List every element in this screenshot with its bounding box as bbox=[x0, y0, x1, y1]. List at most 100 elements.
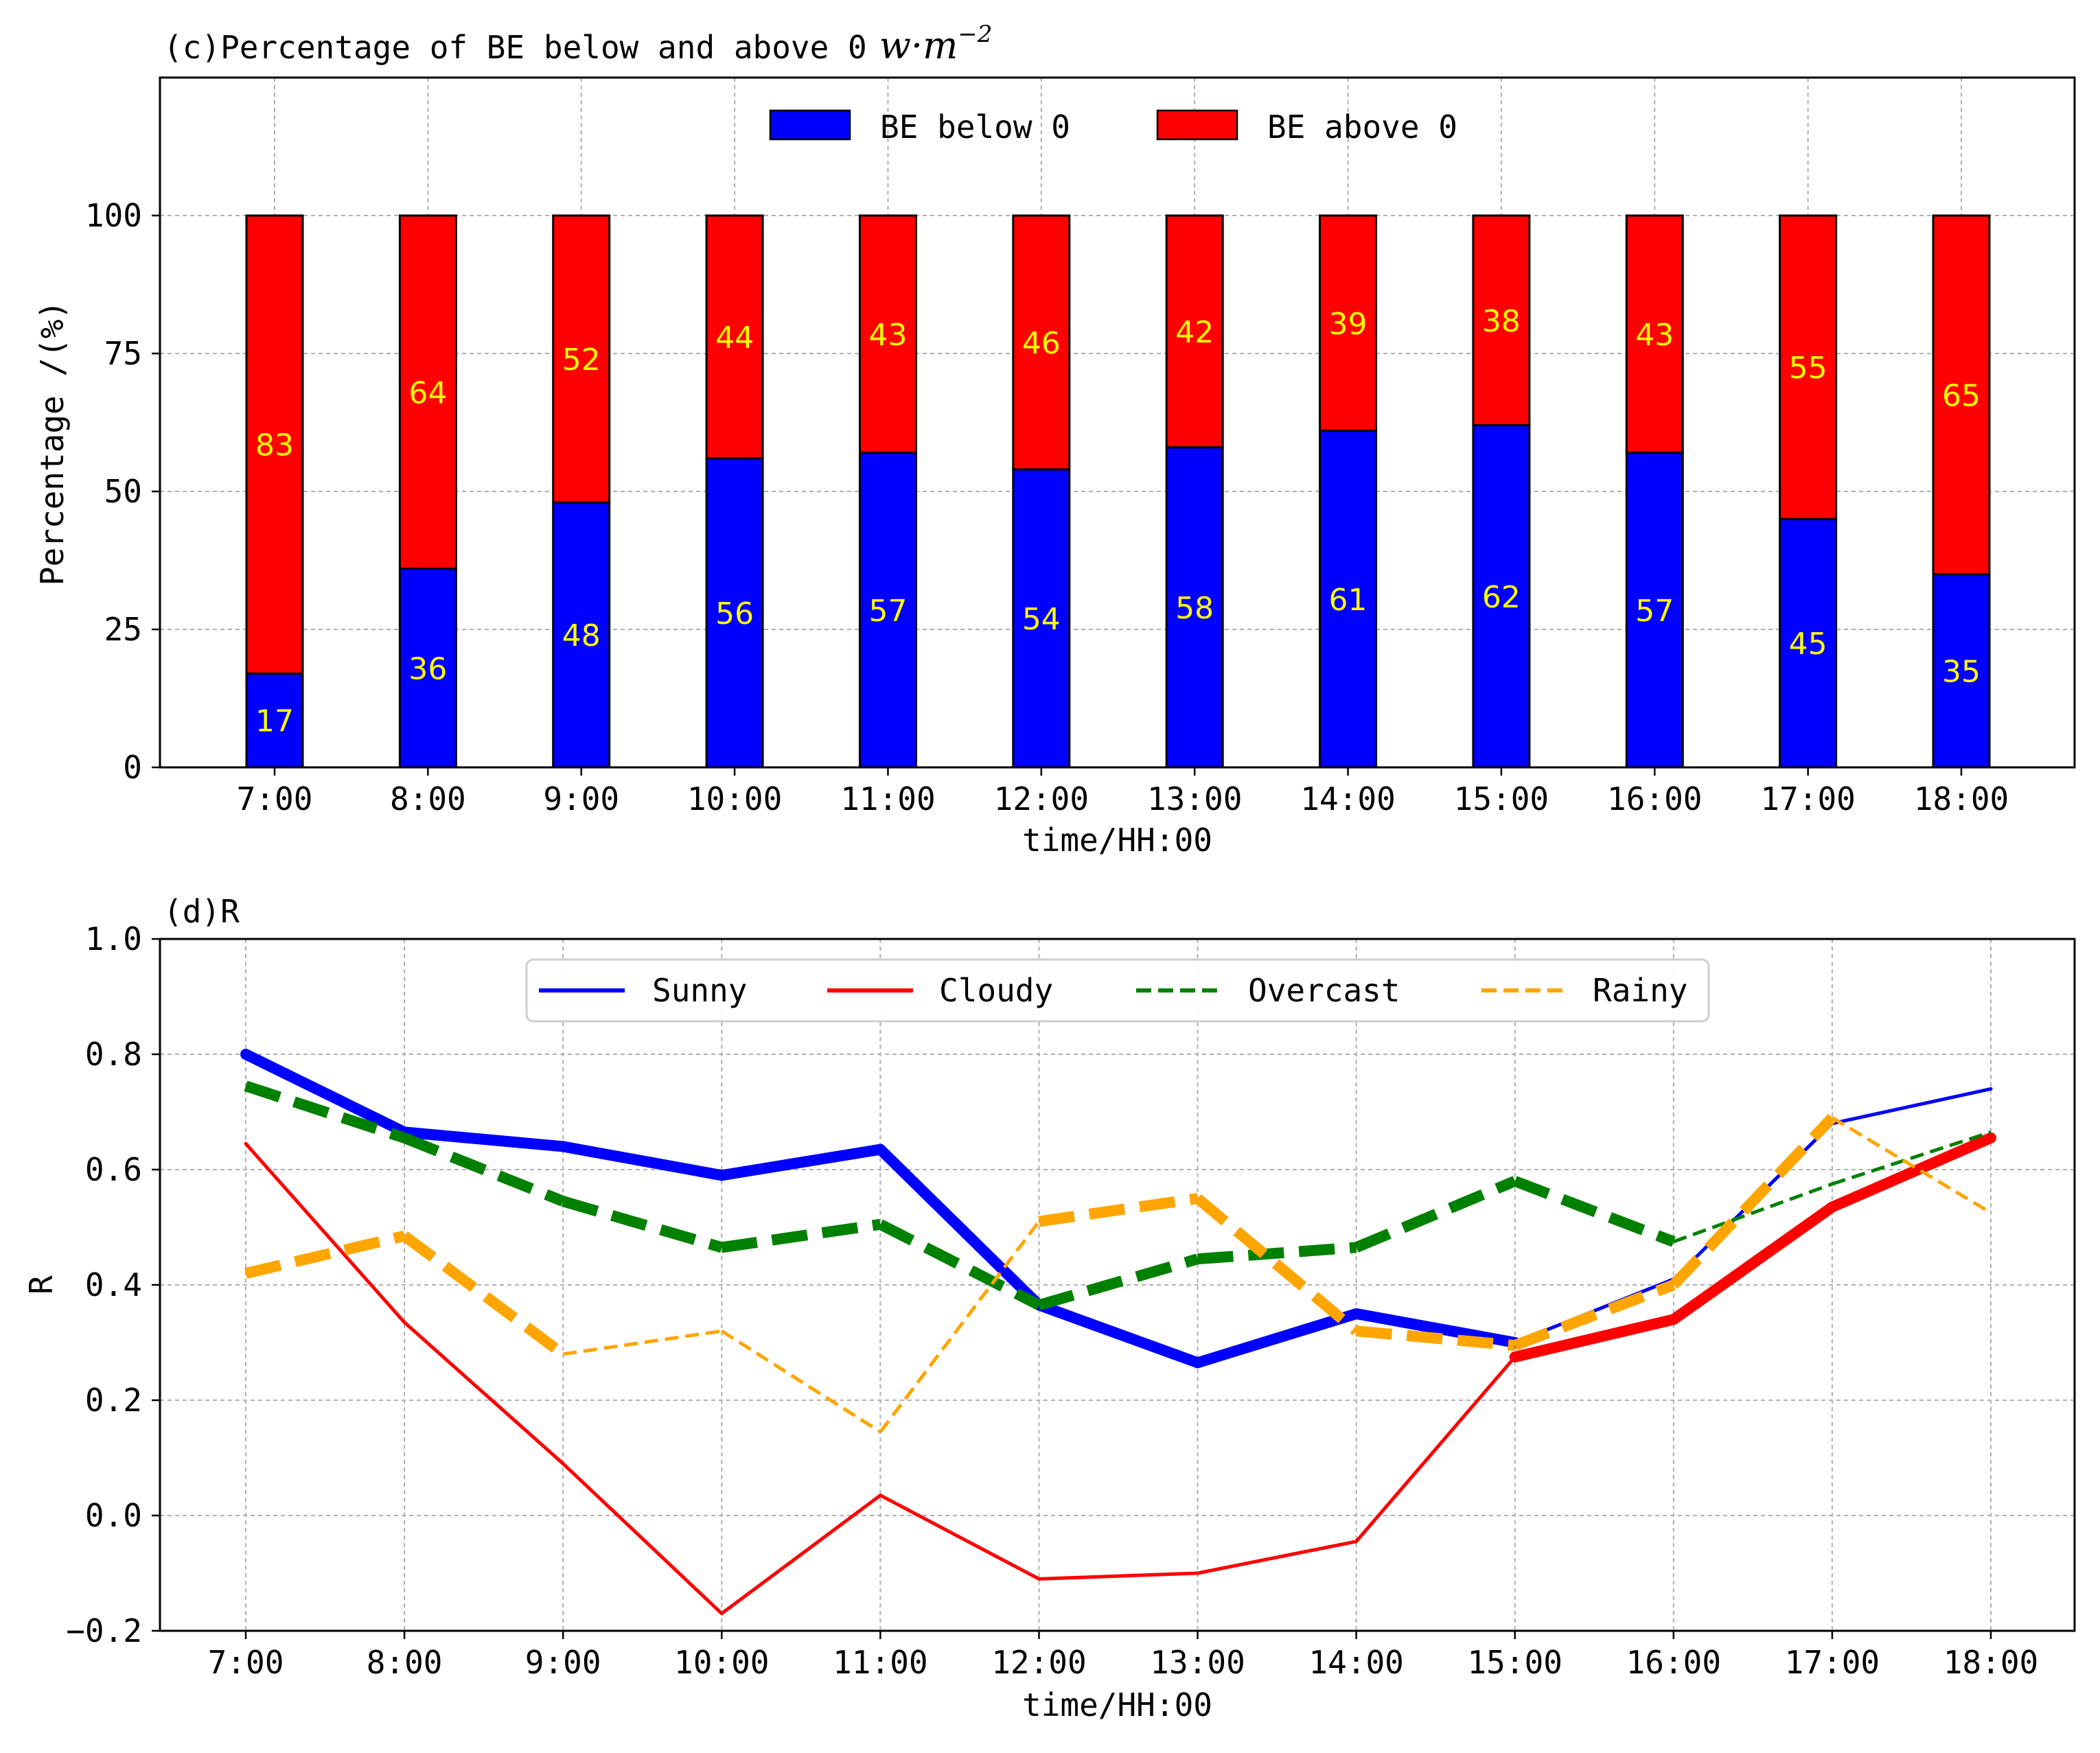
legend-label-overcast: Overcast bbox=[1248, 972, 1400, 1009]
y-tick-label: 50 bbox=[104, 473, 142, 510]
bar-value-label-above: 46 bbox=[1022, 326, 1061, 361]
bar-be-above-0 bbox=[1319, 214, 1378, 432]
line-segment-rainy bbox=[879, 1220, 1041, 1433]
bar-value-label-below: 62 bbox=[1482, 580, 1521, 615]
plot-frame-c bbox=[159, 76, 2076, 769]
bar-be-above-0 bbox=[245, 214, 304, 675]
line-segment-overcast bbox=[877, 1219, 1042, 1310]
bar-be-above-0 bbox=[705, 214, 764, 460]
bar-be-above-0 bbox=[552, 214, 611, 504]
y-axis-label-c: Percentage /(%) bbox=[34, 301, 71, 585]
line-segment-overcast bbox=[1672, 1182, 1833, 1244]
line-segment-sunny bbox=[1830, 1087, 1993, 1126]
line-segment-rainy bbox=[1194, 1194, 1360, 1336]
line-segment-rainy bbox=[562, 1329, 722, 1356]
x-axis-label-d: time/HH:00 bbox=[1022, 1686, 1212, 1723]
line-segment-cloudy bbox=[1668, 1201, 1838, 1325]
bar-be-above-0 bbox=[1932, 214, 1991, 576]
x-tick-label: 16:00 bbox=[1607, 780, 1702, 817]
bar-be-below-0 bbox=[1932, 573, 1991, 769]
x-tick-label: 8:00 bbox=[367, 1644, 443, 1681]
x-tick-label: 13:00 bbox=[1150, 1644, 1245, 1681]
bar-value-label-below: 58 bbox=[1175, 591, 1214, 626]
x-tick-label: 17:00 bbox=[1785, 1644, 1880, 1681]
y-tick-label: 1.0 bbox=[85, 920, 142, 957]
x-tick-label: 9:00 bbox=[525, 1644, 601, 1681]
line-segment-overcast bbox=[1197, 1242, 1357, 1265]
x-tick-label: 11:00 bbox=[840, 780, 935, 817]
bar-be-below-0 bbox=[398, 568, 457, 769]
bar-value-label-above: 39 bbox=[1329, 307, 1368, 342]
line-segment-cloudy bbox=[1354, 1355, 1517, 1544]
line-segment-sunny bbox=[1192, 1308, 1362, 1369]
x-tick-label: 16:00 bbox=[1626, 1644, 1721, 1681]
bar-be-above-0 bbox=[1165, 214, 1224, 449]
y-tick-label: 0.4 bbox=[85, 1266, 142, 1303]
legend-label-cloudy: Cloudy bbox=[939, 972, 1053, 1009]
line-segment-cloudy bbox=[1826, 1132, 1996, 1213]
legend-swatch-be-below-0 bbox=[769, 109, 851, 141]
y-tick-label: 0.8 bbox=[85, 1036, 142, 1073]
line-segment-sunny bbox=[1033, 1299, 1203, 1369]
y-axis-label-d: R bbox=[23, 1275, 60, 1295]
line-segment-sunny bbox=[240, 1049, 411, 1138]
line-segment-overcast bbox=[561, 1196, 724, 1253]
x-tick-label: 12:00 bbox=[994, 780, 1089, 817]
y-tick-label: 0.2 bbox=[85, 1382, 142, 1419]
bar-be-above-0 bbox=[1012, 214, 1071, 471]
bar-value-label-below: 61 bbox=[1329, 583, 1368, 618]
line-segment-cloudy bbox=[402, 1321, 565, 1465]
line-segment-cloudy bbox=[244, 1141, 406, 1325]
line-segment-rainy bbox=[1831, 1116, 1992, 1215]
x-tick-label: 10:00 bbox=[674, 1644, 769, 1681]
plot-frame-d bbox=[159, 938, 2076, 1632]
bar-value-label-below: 56 bbox=[715, 596, 754, 631]
chart-c-title-unit: w·m bbox=[879, 24, 958, 67]
legend-label-be-below-0: BE below 0 bbox=[880, 108, 1070, 146]
line-segment-overcast bbox=[1037, 1253, 1199, 1311]
bar-value-label-above: 55 bbox=[1789, 351, 1827, 386]
bar-be-below-0 bbox=[1625, 452, 1684, 769]
bar-be-above-0 bbox=[1779, 214, 1838, 520]
bar-value-label-above: 42 bbox=[1175, 315, 1214, 350]
line-segment-sunny bbox=[716, 1143, 886, 1181]
x-tick-label: 11:00 bbox=[833, 1644, 927, 1681]
x-tick-label: 7:00 bbox=[237, 780, 313, 817]
chart-d-title: (d)R bbox=[163, 893, 240, 930]
y-tick-label: 100 bbox=[85, 197, 142, 234]
x-tick-label: 10:00 bbox=[687, 780, 782, 817]
legend-label-rainy: Rainy bbox=[1593, 972, 1687, 1009]
bar-be-below-0 bbox=[1779, 518, 1838, 769]
line-segment-rainy bbox=[720, 1330, 881, 1434]
bar-value-label-below: 57 bbox=[1635, 594, 1674, 629]
line-segment-overcast bbox=[1354, 1176, 1517, 1253]
r-correlation-chart: (d)R −0.2 0.0 0.2 0.4 0.6 0.8 1.0 7:00 8:00 9:00 10… bbox=[23, 893, 2076, 1723]
x-tick-label: 15:00 bbox=[1467, 1644, 1562, 1681]
bar-value-label-below: 57 bbox=[868, 594, 907, 629]
x-tick-label: 14:00 bbox=[1300, 780, 1395, 817]
x-tick-label: 14:00 bbox=[1308, 1644, 1403, 1681]
line-segment-sunny bbox=[557, 1141, 728, 1181]
plot-area-c bbox=[160, 78, 2075, 767]
x-tick-label: 9:00 bbox=[543, 780, 619, 817]
x-tick-label: 15:00 bbox=[1454, 780, 1549, 817]
x-tick-label: 18:00 bbox=[1943, 1644, 2038, 1681]
line-segment-rainy bbox=[1038, 1193, 1199, 1227]
bar-be-below-0 bbox=[1165, 446, 1224, 769]
y-tick-label: 0.0 bbox=[85, 1497, 142, 1534]
x-tick-label: 7:00 bbox=[208, 1644, 284, 1681]
line-segment-rainy bbox=[1670, 1113, 1836, 1289]
bar-value-label-above: 52 bbox=[562, 343, 601, 378]
bar-value-label-below: 48 bbox=[562, 618, 601, 653]
bar-value-label-above: 65 bbox=[1942, 378, 1981, 413]
line-segment-rainy bbox=[244, 1230, 406, 1279]
line-segment-cloudy bbox=[1196, 1540, 1359, 1575]
bar-be-above-0 bbox=[1472, 214, 1531, 427]
y-tick-label: 0 bbox=[123, 749, 142, 786]
legend-label-be-above-0: BE above 0 bbox=[1267, 108, 1457, 146]
x-tick-label: 8:00 bbox=[390, 780, 466, 817]
x-tick-label: 13:00 bbox=[1147, 780, 1242, 817]
x-tick-label: 17:00 bbox=[1760, 780, 1855, 817]
line-segment-sunny bbox=[875, 1143, 1045, 1311]
